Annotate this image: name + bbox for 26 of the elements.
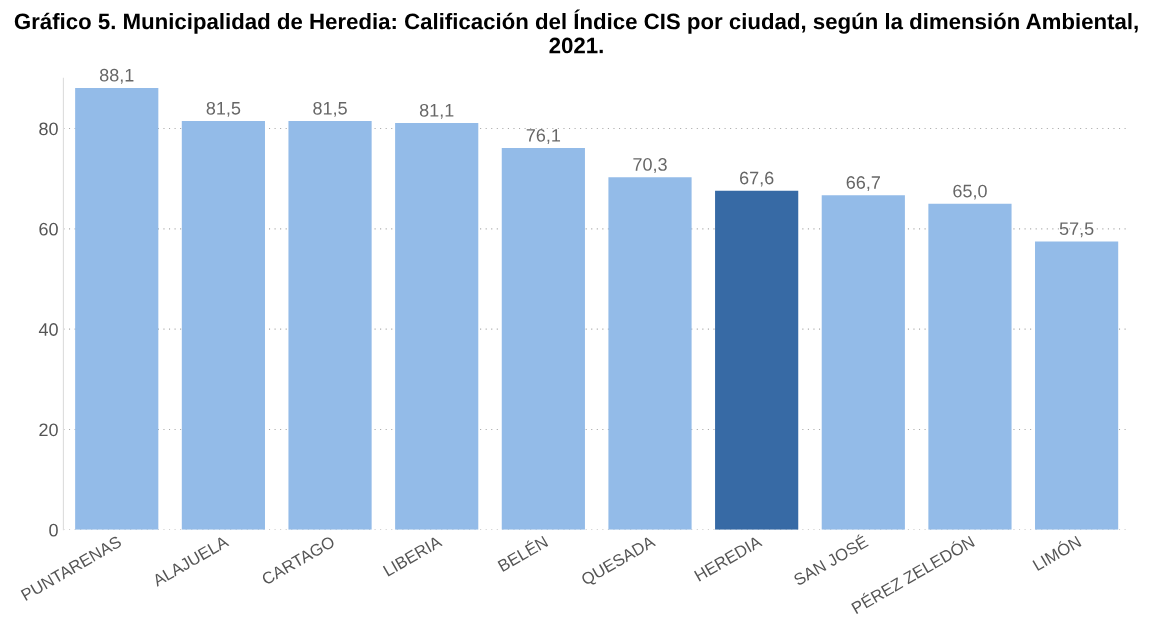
- bar: [715, 190, 799, 530]
- data-label: 57,5: [1059, 222, 1094, 238]
- chart-title: Gráfico 5. Municipalidad de Heredia: Calificación del Índice CIS por ciudad, según la dimensión Ambiental, 2021.: [14, 9, 1138, 54]
- bar: [608, 177, 692, 530]
- y-tick-label: 80: [39, 122, 58, 136]
- bar: [928, 203, 1012, 530]
- bar: [1035, 241, 1119, 530]
- data-label: 76,1: [526, 128, 561, 144]
- data-label: 81,5: [313, 101, 347, 117]
- y-tick-label: 40: [38, 323, 58, 336]
- data-label: 81,5: [206, 101, 241, 117]
- bar: [395, 123, 479, 530]
- bar: [501, 148, 585, 530]
- data-label: 67,6: [740, 171, 774, 187]
- bar: [75, 87, 159, 530]
- bar: [288, 121, 372, 530]
- y-tick-label: 60: [39, 222, 58, 236]
- data-label: 88,1: [99, 68, 134, 84]
- bar: [821, 195, 905, 530]
- y-tick-label: 20: [39, 423, 58, 437]
- bar: [181, 121, 265, 530]
- y-tick-label: 0: [49, 523, 58, 537]
- data-label: 66,7: [846, 176, 880, 192]
- data-label: 81,1: [419, 103, 454, 119]
- data-label: 65,0: [953, 184, 987, 200]
- data-label: 70,3: [633, 158, 667, 173]
